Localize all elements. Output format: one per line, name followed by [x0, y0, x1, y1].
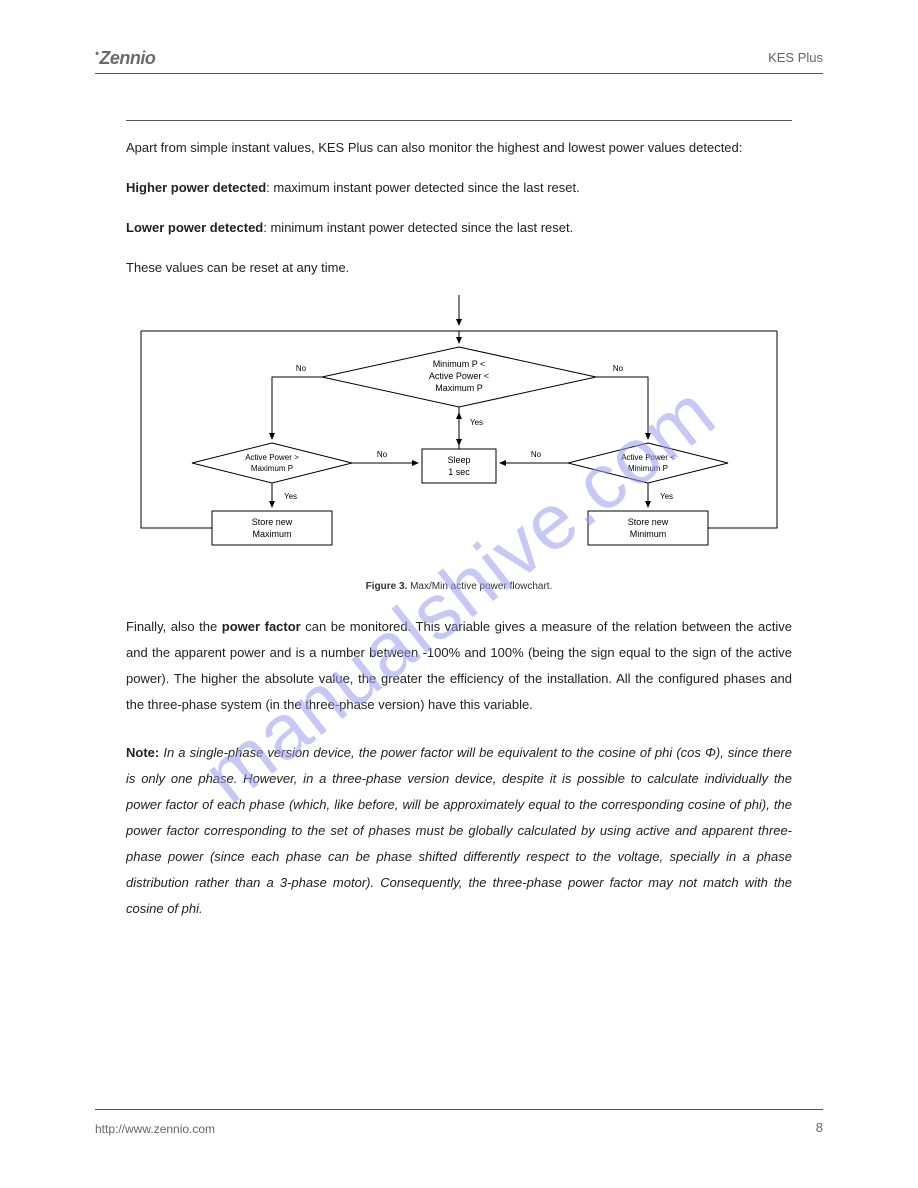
rleft-l1: Store new: [252, 517, 293, 527]
list-item-1-label: Higher power detected: [126, 180, 266, 195]
flowchart: Minimum P < Active Power < Maximum P No …: [126, 295, 792, 565]
d2-l1: Active Power >: [245, 453, 299, 462]
reset-paragraph: These values can be reset at any time.: [126, 255, 792, 281]
rright-l2: Minimum: [630, 529, 667, 539]
pf-b: power factor: [222, 619, 301, 634]
d2-l2: Maximum P: [251, 464, 293, 473]
doc-title: KES Plus: [768, 50, 823, 65]
d2-yes: Yes: [284, 492, 297, 501]
d3-l1: Active Power <: [621, 453, 675, 462]
list-item-1-text: : maximum instant power detected since t…: [266, 180, 580, 195]
d3-l2: Minimum P: [628, 464, 668, 473]
rright-l1: Store new: [628, 517, 669, 527]
footer-page-number: 8: [816, 1120, 823, 1135]
pf-a: Finally, also the: [126, 619, 222, 634]
content-body: Apart from simple instant values, KES Pl…: [126, 120, 792, 922]
content-top-rule: [126, 120, 792, 121]
footer-rule: [95, 1109, 823, 1110]
d1-no-left: No: [296, 364, 307, 373]
page-footer: http://www.zennio.com 8: [95, 1109, 823, 1138]
intro-paragraph: Apart from simple instant values, KES Pl…: [126, 135, 792, 161]
d3-yes: Yes: [660, 492, 673, 501]
figure-label: Figure 3.: [366, 581, 408, 592]
footer-url: http://www.zennio.com: [95, 1122, 215, 1136]
sleep-l2: 1 sec: [448, 467, 470, 477]
sleep-l1: Sleep: [447, 455, 470, 465]
note-body: In a single-phase version device, the po…: [126, 745, 792, 916]
d1-l2: Active Power <: [429, 371, 489, 381]
list-item-2-text: : minimum instant power detected since t…: [263, 220, 573, 235]
figure-text: Max/Min active power flowchart.: [407, 581, 552, 592]
list-item-2-label: Lower power detected: [126, 220, 263, 235]
note-paragraph: Note: In a single-phase version device, …: [126, 740, 792, 922]
d1-yes: Yes: [470, 418, 483, 427]
page-header: Zennio KES Plus: [95, 48, 823, 74]
d1-l1: Minimum P <: [433, 359, 486, 369]
d2-no: No: [377, 450, 388, 459]
header-rule: [95, 73, 823, 74]
note-label: Note:: [126, 745, 159, 760]
brand-logo: Zennio: [95, 48, 155, 68]
power-factor-paragraph: Finally, also the power factor can be mo…: [126, 614, 792, 718]
d1-l3: Maximum P: [435, 383, 483, 393]
list-item-2: Lower power detected: minimum instant po…: [126, 215, 792, 241]
figure-caption: Figure 3. Max/Min active power flowchart…: [126, 581, 792, 592]
d1-no-right: No: [613, 364, 624, 373]
d3-no: No: [531, 450, 542, 459]
list-item-1: Higher power detected: maximum instant p…: [126, 175, 792, 201]
rleft-l2: Maximum: [252, 529, 291, 539]
